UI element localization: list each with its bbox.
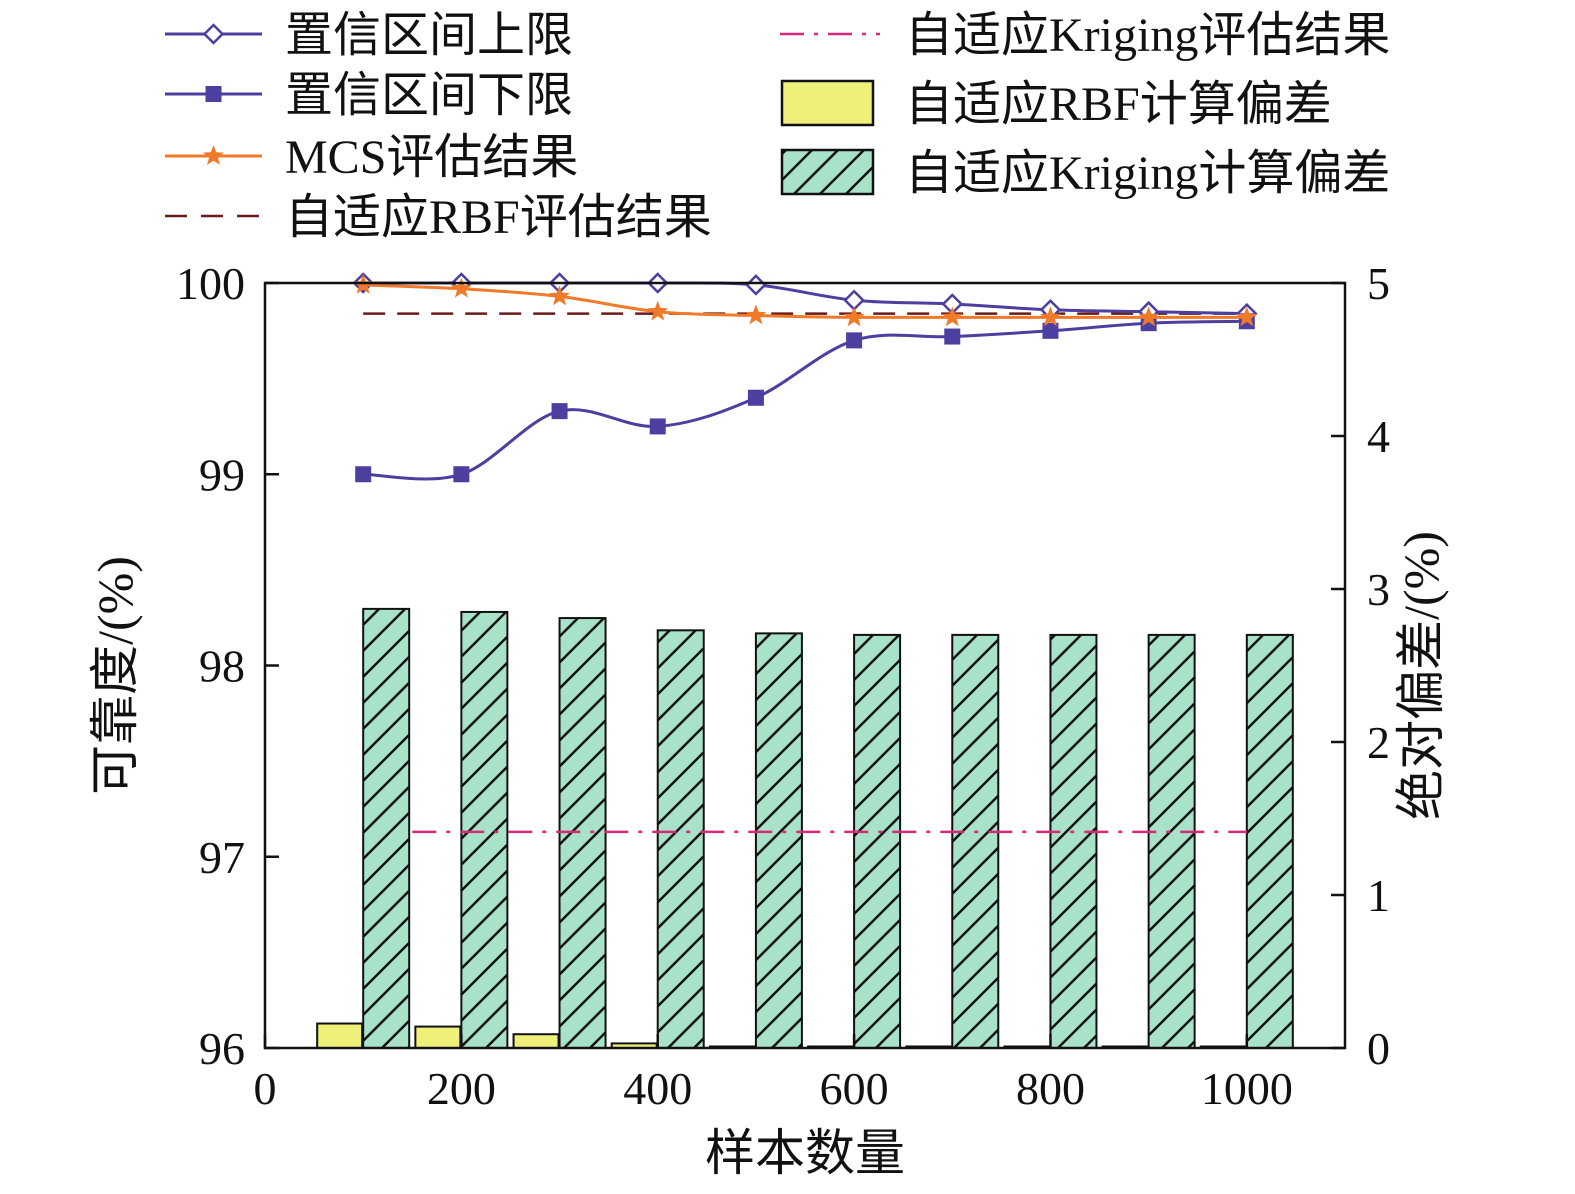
置信区间下限-curve xyxy=(363,319,1247,481)
MCS评估结果-point xyxy=(941,306,963,327)
rbf-deviation-bar xyxy=(316,1022,364,1050)
y2-tick-label: 4 xyxy=(1367,411,1390,462)
MCS评估结果-point xyxy=(745,304,767,325)
legend-label: MCS评估结果 xyxy=(285,131,578,184)
x-tick-label: 200 xyxy=(427,1063,496,1114)
MCS评估结果-point xyxy=(549,285,570,306)
y-tick-label: 99 xyxy=(199,449,245,500)
置信区间下限-point xyxy=(453,466,470,483)
y-tick-label: 96 xyxy=(199,1023,245,1074)
y-axis-label: 可靠度/(%) xyxy=(87,556,143,795)
MCS评估结果-point xyxy=(450,277,472,298)
bar-series xyxy=(316,607,1294,1050)
置信区间下限-point xyxy=(747,389,764,406)
legend-marker xyxy=(202,23,225,45)
legend-label: 自适应Kriging计算偏差 xyxy=(905,147,1390,200)
legend-label: 自适应RBF计算偏差 xyxy=(905,78,1332,131)
kriging-deviation-bar xyxy=(754,632,803,1049)
置信区间上限-point xyxy=(745,274,767,296)
kriging-deviation-bar xyxy=(951,633,1000,1050)
kriging-deviation-bar xyxy=(853,633,902,1050)
y2-tick-label: 2 xyxy=(1367,717,1390,768)
y2-tick-label: 5 xyxy=(1367,258,1390,309)
kriging-deviation-bar xyxy=(1147,633,1196,1050)
MCS评估结果-point xyxy=(1138,306,1160,327)
legend-label: 置信区间上限 xyxy=(285,9,573,62)
x-tick-label: 400 xyxy=(623,1063,692,1114)
legend-label: 置信区间下限 xyxy=(285,69,573,122)
x-tick-label: 800 xyxy=(1016,1063,1085,1114)
x-tick-label: 1000 xyxy=(1201,1063,1293,1114)
kriging-deviation-bar xyxy=(1049,633,1098,1050)
y2-tick-label: 3 xyxy=(1367,564,1390,615)
置信区间下限-point xyxy=(355,466,372,483)
置信区间下限-point xyxy=(846,332,863,349)
kriging-deviation-bar xyxy=(460,610,509,1049)
MCS评估结果-curve xyxy=(363,283,1247,320)
MCS评估结果-point xyxy=(843,306,865,327)
legend-marker xyxy=(205,86,222,102)
legend-swatch xyxy=(780,79,875,127)
置信区间下限-point xyxy=(649,418,666,435)
kriging-deviation-bar xyxy=(1245,633,1294,1050)
MCS评估结果-point xyxy=(1040,306,1061,327)
x-tick-label: 0 xyxy=(254,1063,277,1114)
legend-label: 自适应Kriging评估结果 xyxy=(905,9,1390,62)
x-axis-label: 样本数量 xyxy=(705,1125,905,1181)
y-tick-label: 97 xyxy=(199,832,245,883)
legend-label: 自适应RBF评估结果 xyxy=(285,191,712,244)
kriging-deviation-bar xyxy=(362,607,411,1049)
y-tick-label: 98 xyxy=(199,641,245,692)
axes: 0 200 400 600 800 100096979899100012345样本数量可靠… xyxy=(87,258,1449,1181)
置信区间下限-point xyxy=(1042,322,1059,339)
y2-tick-label: 0 xyxy=(1367,1023,1390,1074)
y-tick-label: 100 xyxy=(176,258,245,309)
rbf-deviation-bar xyxy=(414,1025,462,1049)
rbf-deviation-bar xyxy=(512,1033,560,1049)
legend-swatch xyxy=(780,148,875,196)
置信区间上限-curve xyxy=(363,281,1247,316)
y2-tick-label: 1 xyxy=(1367,870,1390,921)
x-tick-label: 600 xyxy=(820,1063,889,1114)
置信区间下限-point xyxy=(551,403,568,420)
MCS评估结果-point xyxy=(1236,306,1258,327)
置信区间下限-point xyxy=(944,328,961,345)
kriging-deviation-bar xyxy=(656,629,705,1049)
y2-axis-label: 绝对偏差/(%) xyxy=(1393,531,1449,820)
legend-marker xyxy=(203,145,224,165)
MCS评估结果-point xyxy=(647,300,669,321)
